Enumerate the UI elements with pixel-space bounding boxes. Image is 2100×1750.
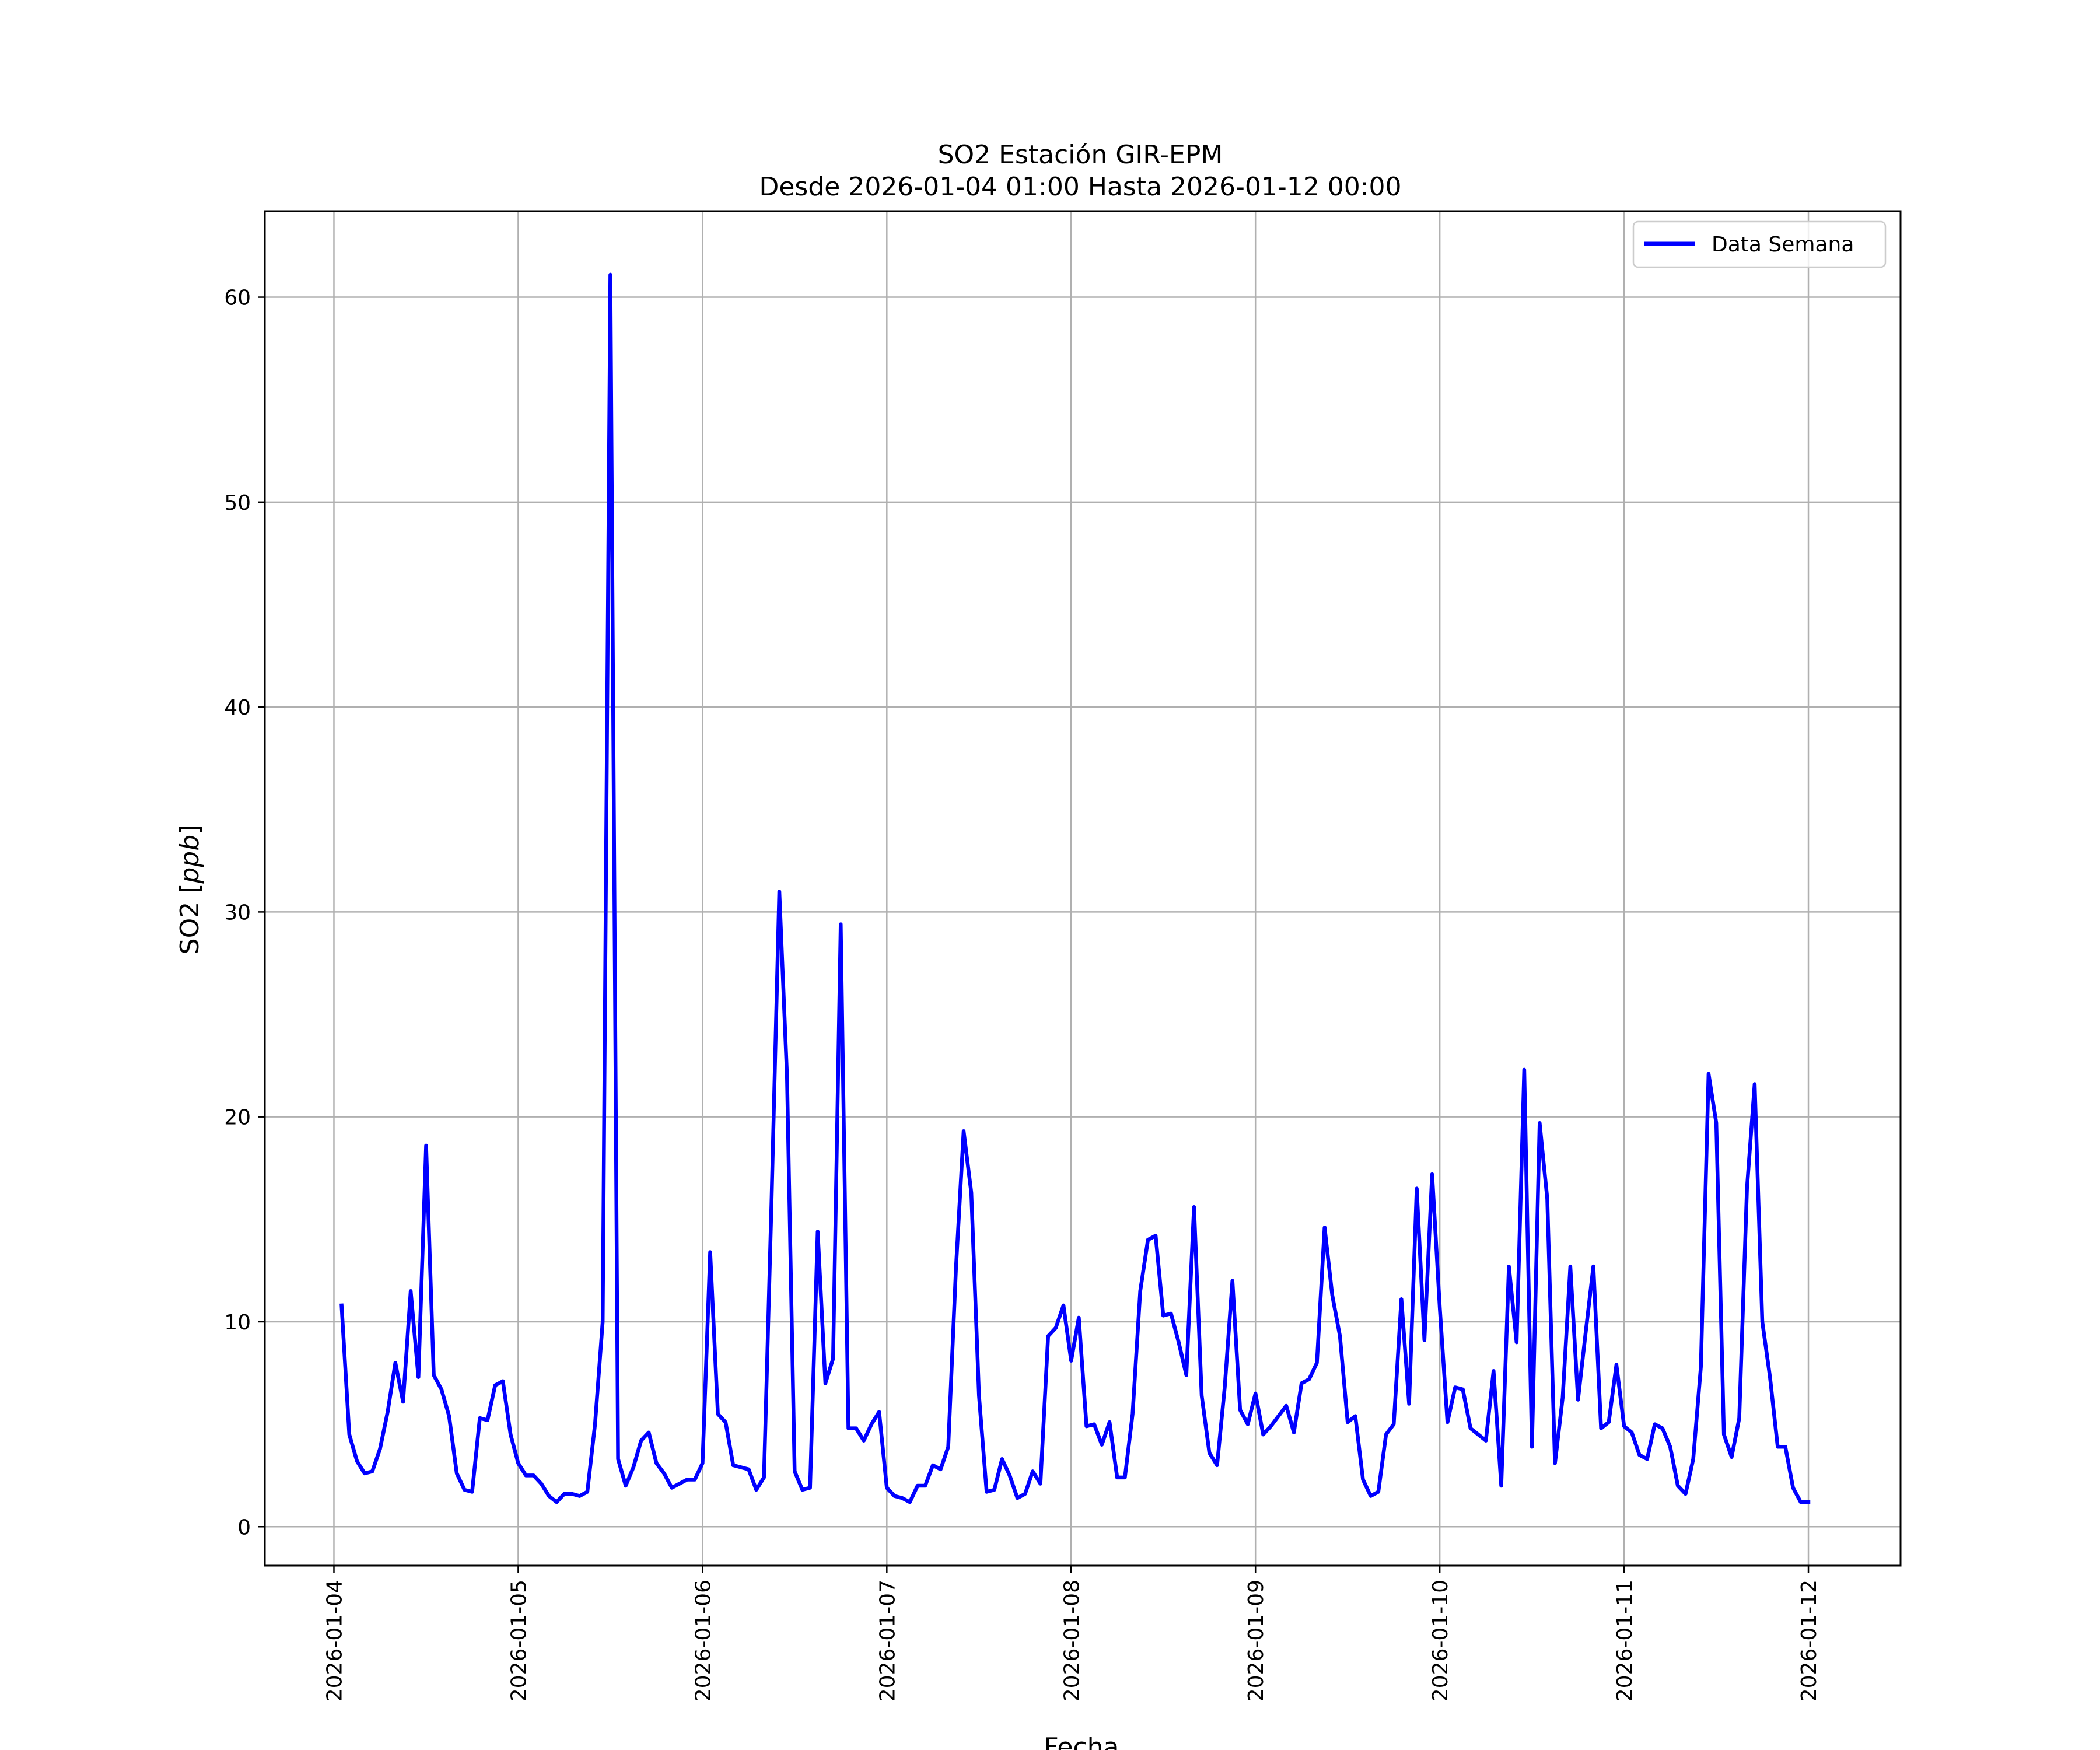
legend: Data Semana <box>1632 220 1887 268</box>
y-tick-label: 20 <box>224 1106 251 1130</box>
series-layer <box>340 272 1811 1504</box>
x-tick-label: 2026-01-04 <box>323 1580 346 1702</box>
legend-box <box>1632 220 1887 268</box>
y-tick-label: 50 <box>224 491 251 515</box>
y-tick-label: 0 <box>237 1516 251 1539</box>
x-tick-label: 2026-01-10 <box>1429 1580 1452 1702</box>
series-line <box>340 272 1811 1504</box>
x-tick-label: 2026-01-11 <box>1613 1580 1637 1702</box>
x-tick-label: 2026-01-12 <box>1797 1580 1821 1702</box>
x-tick-label: 2026-01-09 <box>1244 1580 1268 1702</box>
y-axis-label-unit: ppb <box>175 835 205 884</box>
y-tick-label: 30 <box>224 901 251 925</box>
legend-label: Data Semana <box>1712 233 1854 257</box>
y-tick-label: 10 <box>224 1311 251 1335</box>
y-tick-label: 60 <box>224 286 251 310</box>
y-axis-label-main: SO2 [ <box>175 884 205 955</box>
x-tick-label: 2026-01-08 <box>1060 1580 1084 1702</box>
plot-frame <box>264 210 1902 1567</box>
grid <box>265 211 1901 1566</box>
x-tick-label: 2026-01-06 <box>691 1580 715 1702</box>
plot-area <box>265 211 1901 1566</box>
y-axis-label-end: ] <box>175 825 205 835</box>
x-axis-label: Fecha <box>1044 1732 1119 1750</box>
y-axis-label: SO2 [ppb] <box>175 825 205 955</box>
y-tick-label: 40 <box>224 696 251 720</box>
chart-title: SO2 Estación GIR-EPM <box>938 140 1223 170</box>
chart-subtitle: Desde 2026-01-04 01:00 Hasta 2026-01-12 … <box>759 172 1401 202</box>
x-tick-label: 2026-01-05 <box>507 1580 531 1702</box>
axis-ticks: 2026-01-04 2026-01-05 2026-01-06 2026-01-07… <box>224 286 1821 1702</box>
x-tick-label: 2026-01-07 <box>876 1580 900 1702</box>
